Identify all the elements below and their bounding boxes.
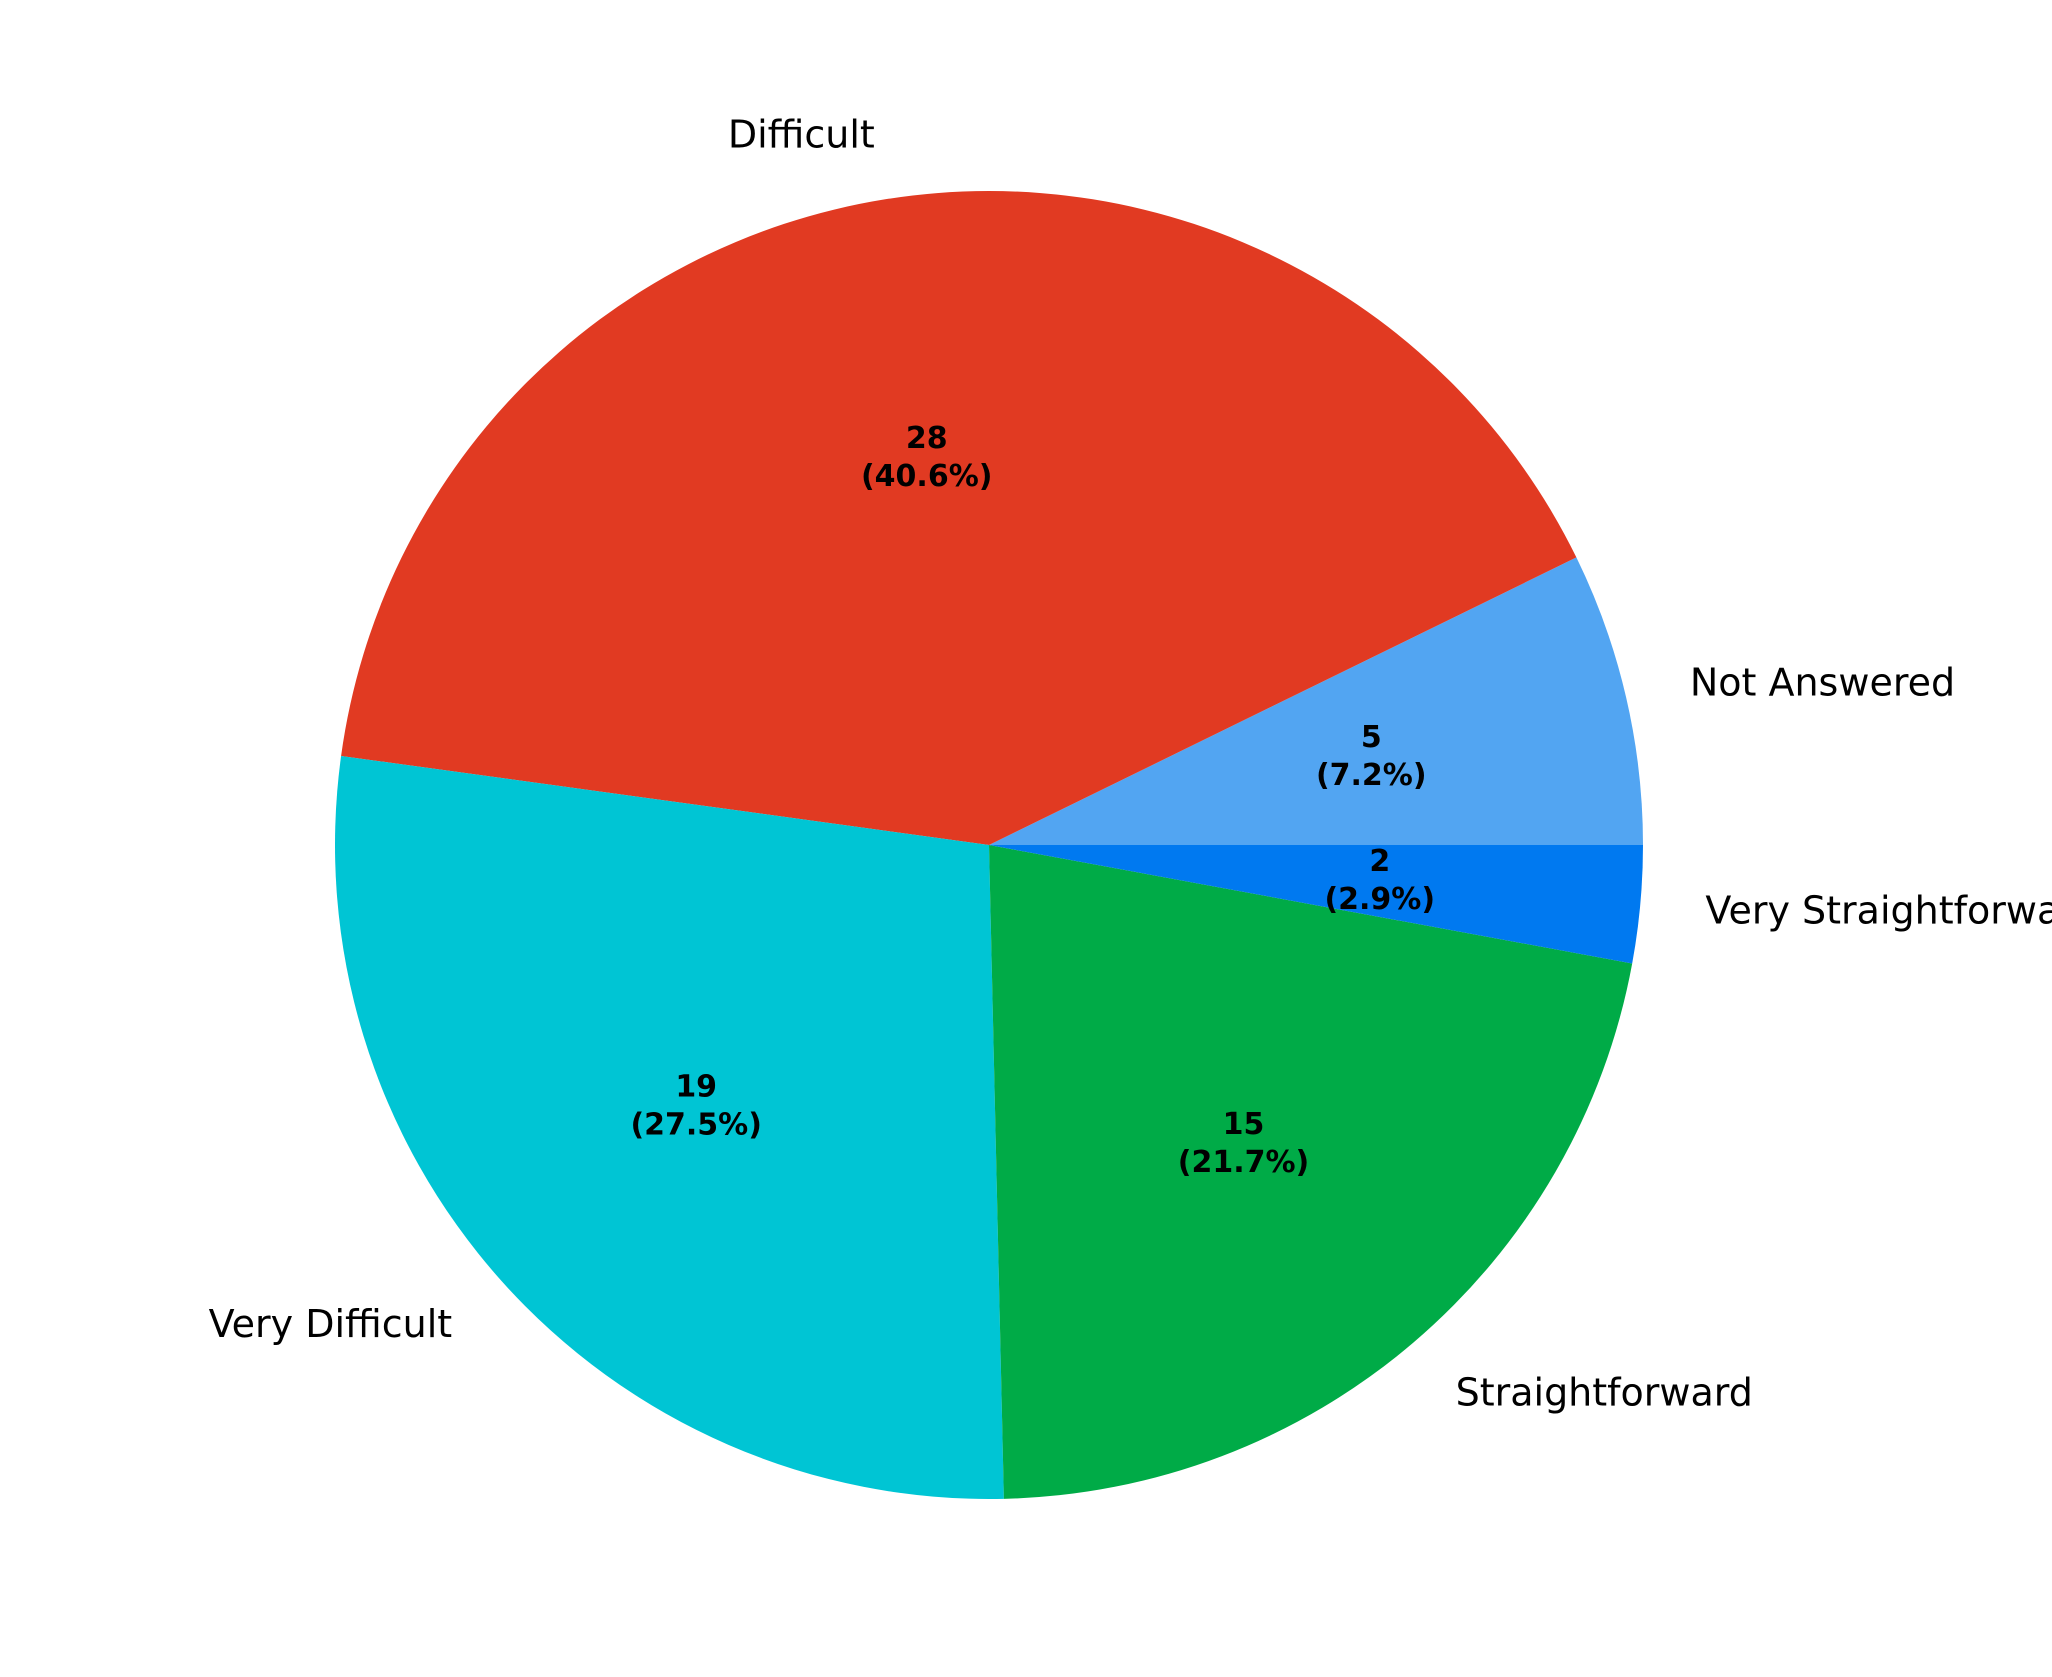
- slice-value-not-answered: 5: [1361, 720, 1382, 755]
- slice-label-not-answered: Not Answered: [1690, 661, 1955, 705]
- pie-slice-not-answered: [989, 557, 1644, 845]
- pie-slice-very-straightforward: [989, 845, 1643, 964]
- slice-label-straightforward: Straightforward: [1456, 1371, 1753, 1415]
- slice-value-very-straightforward: 2: [1369, 844, 1390, 879]
- pie-slice-straightforward: [989, 845, 1633, 1499]
- slice-label-difficult: Difficult: [728, 113, 875, 157]
- pie-labels: Not Answered 5(7.2%) Difficult 28(40.6%) Ver…: [209, 113, 2052, 1415]
- pie-slices: [335, 191, 1644, 1499]
- slice-value-straightforward: 15: [1223, 1107, 1265, 1142]
- slice-label-very-straightforward: Very Straightforward: [1705, 888, 2052, 932]
- slice-percent-very-straightforward: (2.9%): [1324, 882, 1435, 917]
- pie-slice-very-difficult: [335, 755, 1004, 1499]
- slice-percent-straightforward: (21.7%): [1178, 1145, 1310, 1180]
- pie-slice-difficult: [341, 191, 1577, 846]
- slice-percent-not-answered: (7.2%): [1316, 758, 1427, 793]
- slice-value-difficult: 28: [906, 421, 948, 456]
- slice-label-very-difficult: Very Difficult: [209, 1302, 453, 1346]
- slice-percent-difficult: (40.6%): [861, 459, 993, 494]
- slice-value-very-difficult: 19: [675, 1070, 717, 1105]
- slice-percent-very-difficult: (27.5%): [630, 1108, 762, 1143]
